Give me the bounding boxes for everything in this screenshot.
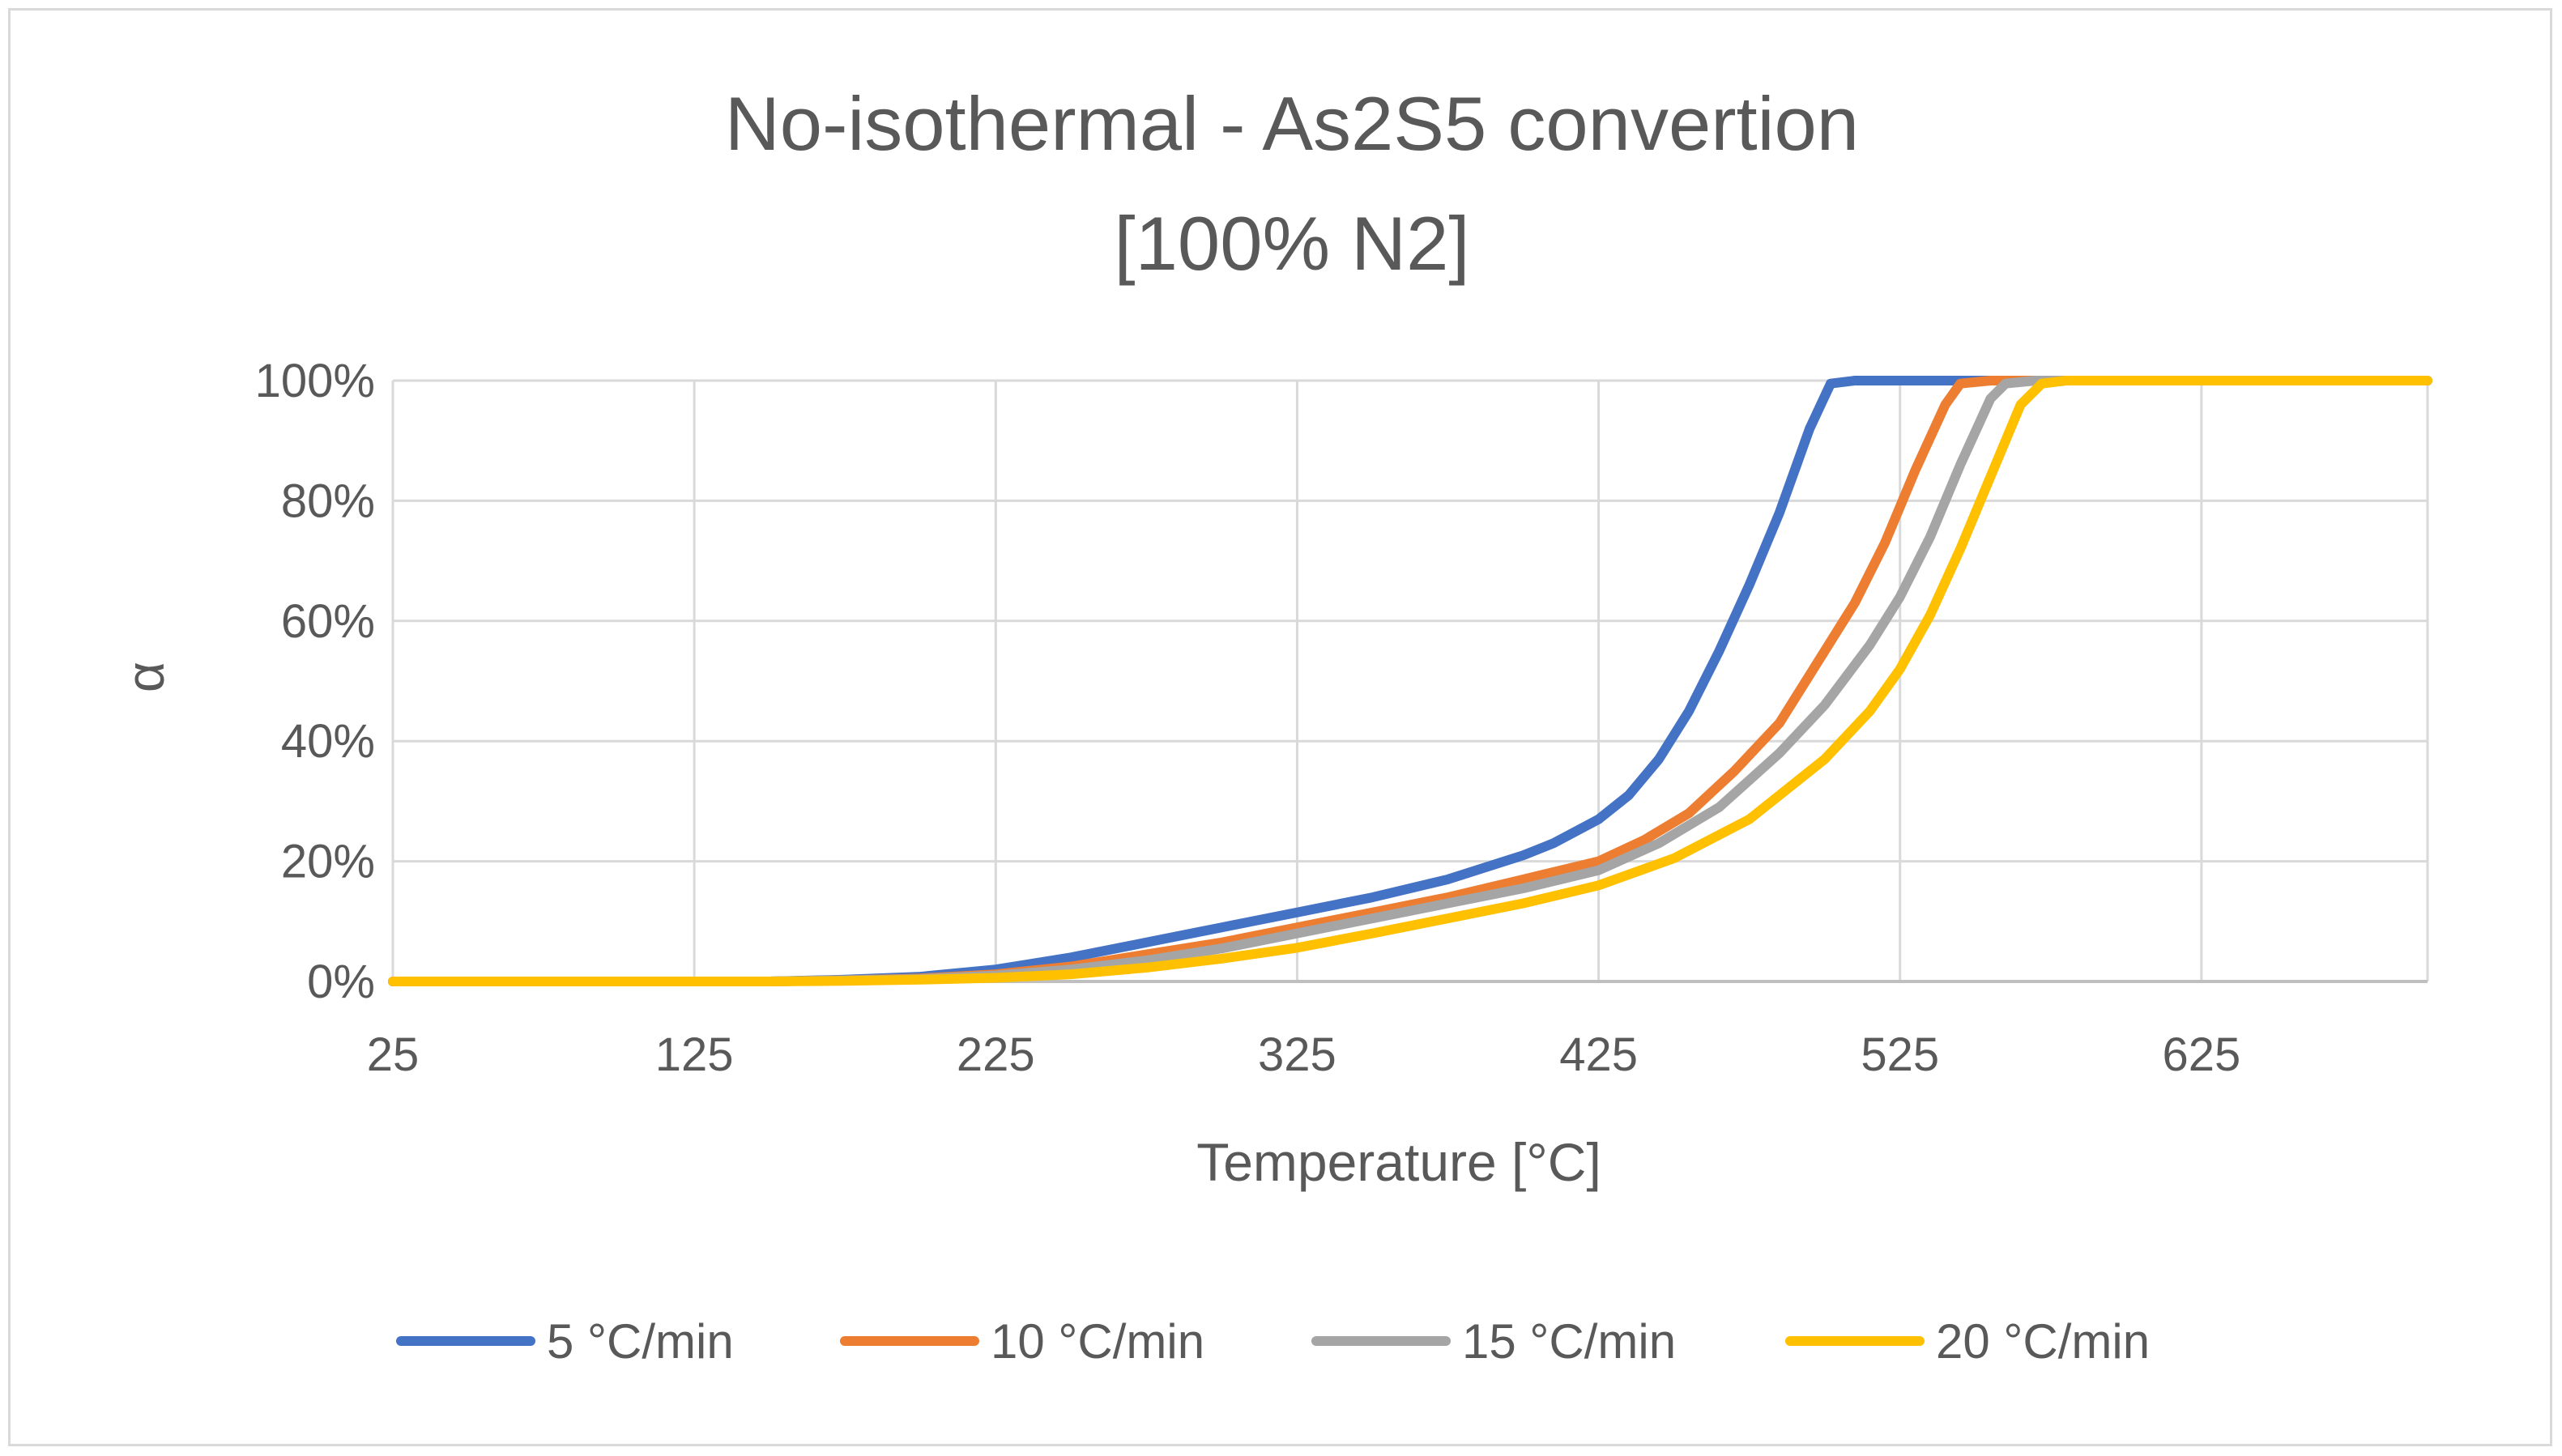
x-axis-title: Temperature [°C] <box>1196 1132 1601 1192</box>
series-line-1 <box>388 376 2432 986</box>
y-tick-label: 80% <box>281 475 375 527</box>
x-tick-label: 425 <box>1559 1028 1638 1081</box>
chart-frame <box>8 8 2552 1446</box>
y-tick-label: 0% <box>307 956 375 1008</box>
y-tick-label: 40% <box>281 715 375 768</box>
legend: 5 °C/min 10 °C/min 15 °C/min 20 °C/min <box>396 1314 2150 1369</box>
chart-title-line-2: [100% N2] <box>1115 201 1470 286</box>
y-tick-label: 100% <box>255 355 375 407</box>
x-tick-label: 625 <box>2162 1028 2240 1081</box>
y-axis-title: α <box>115 662 175 692</box>
legend-label: 10 °C/min <box>991 1314 1204 1369</box>
chart-title-line-1: No-isothermal - As2S5 convertion <box>725 81 1859 166</box>
x-tick-label: 225 <box>957 1028 1035 1081</box>
legend-label: 20 °C/min <box>1936 1314 2150 1369</box>
axis-layer: 0% 20% 40% 60% 80% 100% 25 125 225 325 425 525 625 <box>255 355 2428 1081</box>
x-tick-label: 125 <box>655 1028 734 1081</box>
series-layer <box>388 376 2432 986</box>
legend-label: 5 °C/min <box>547 1314 734 1369</box>
series-line-4 <box>388 376 2432 986</box>
x-tick-label: 325 <box>1258 1028 1336 1081</box>
y-tick-label: 60% <box>281 595 375 648</box>
x-tick-label: 525 <box>1861 1028 1939 1081</box>
y-tick-label: 20% <box>281 836 375 888</box>
legend-label: 15 °C/min <box>1462 1314 1676 1369</box>
x-tick-label: 25 <box>367 1028 420 1081</box>
